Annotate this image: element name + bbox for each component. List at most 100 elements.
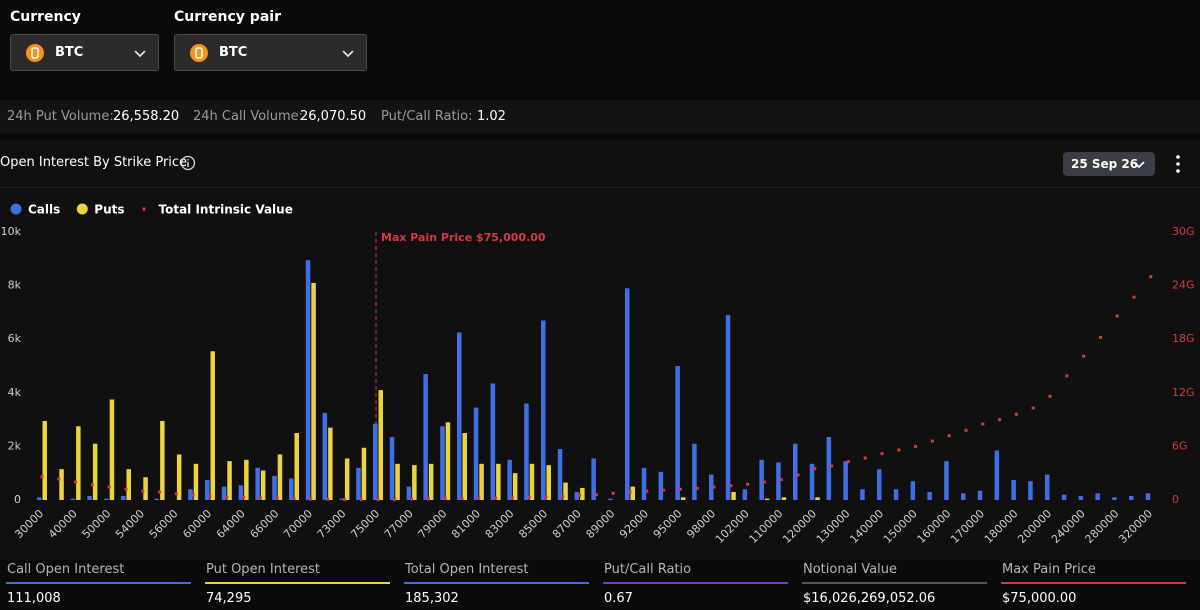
summary-value: 0.67	[604, 591, 633, 606]
currency-select[interactable]: BTC	[10, 34, 159, 71]
bar	[121, 495, 126, 500]
bar	[764, 498, 770, 500]
dot	[107, 485, 111, 489]
x-tick-label: 66000	[248, 507, 282, 541]
summary-label: Put/Call Ratio	[604, 562, 692, 577]
y2-tick-label: 30G	[1172, 225, 1195, 238]
bar	[742, 489, 748, 500]
bar	[361, 447, 367, 500]
bar	[176, 454, 182, 500]
x-tick-label: 120000	[780, 507, 819, 546]
dot	[813, 467, 817, 471]
dot	[796, 473, 800, 477]
bar	[1112, 497, 1117, 500]
currency-label: Currency	[10, 9, 81, 25]
bar	[160, 420, 165, 500]
legend-label: Calls	[28, 203, 60, 217]
underline	[6, 582, 191, 584]
dot	[1048, 394, 1052, 398]
dot	[544, 495, 548, 499]
bar	[776, 462, 781, 500]
y-tick-label: 2k	[8, 439, 22, 452]
pair-select[interactable]: BTC	[174, 34, 367, 71]
bar	[893, 489, 899, 500]
bar	[725, 315, 731, 500]
bar	[630, 486, 635, 500]
dot	[981, 422, 985, 426]
bar	[860, 489, 865, 500]
underline	[1001, 582, 1186, 584]
dot	[242, 495, 246, 499]
bar	[462, 433, 467, 500]
x-tick-label: 200000	[1015, 507, 1054, 546]
dot	[141, 489, 145, 493]
x-tick-label: 81000	[449, 507, 483, 541]
bar	[843, 461, 848, 500]
summary-label: Put Open Interest	[206, 562, 321, 577]
x-tick-label: 54000	[113, 507, 147, 541]
dot	[594, 493, 598, 497]
summary-value: 111,008	[7, 591, 61, 606]
bar	[512, 473, 518, 500]
legend-marker	[10, 203, 22, 215]
y2-tick-label: 0	[1172, 493, 1179, 506]
dot	[695, 486, 699, 490]
info-icon[interactable]	[180, 155, 196, 171]
bar	[709, 474, 714, 500]
dot	[1149, 275, 1153, 279]
pair-label: Currency pair	[174, 9, 281, 25]
bar	[395, 463, 400, 500]
legend-label: Puts	[94, 203, 124, 217]
bar	[188, 489, 193, 500]
x-tick-label: 70000	[281, 507, 315, 541]
dot	[191, 493, 195, 497]
x-tick-label: 150000	[881, 507, 920, 546]
x-tick-label: 170000	[948, 507, 987, 546]
bar	[557, 449, 563, 500]
currency-value: BTC	[55, 45, 84, 60]
x-tick-label: 30000	[12, 507, 46, 541]
bar	[59, 469, 64, 500]
bar	[244, 459, 249, 500]
summary-item: Put Open Interest 74,295	[205, 560, 391, 610]
stats-bar: 24h Put Volume: 26,558.20 24h Call Volum…	[0, 100, 1200, 133]
y-tick-label: 6k	[8, 332, 22, 345]
bar	[143, 477, 148, 500]
x-tick-label: 83000	[483, 507, 517, 541]
btc-icon	[190, 44, 208, 62]
bar	[42, 420, 47, 500]
bar	[221, 486, 227, 500]
x-tick-label: 92000	[617, 507, 651, 541]
dot	[662, 488, 666, 492]
bar	[406, 486, 412, 500]
dot	[561, 494, 565, 498]
dot	[712, 485, 716, 489]
bar	[389, 437, 395, 500]
x-tick-label: 180000	[982, 507, 1021, 546]
x-tick-label: 56000	[147, 507, 181, 541]
bar	[826, 437, 832, 500]
dot	[914, 444, 918, 448]
date-select[interactable]: 25 Sep 26	[1063, 152, 1155, 176]
y-tick-label: 0	[14, 493, 21, 506]
dot	[729, 484, 733, 488]
bar	[1061, 494, 1067, 500]
bar	[109, 399, 115, 500]
bar	[277, 454, 283, 500]
dot	[74, 480, 78, 484]
date-value: 25 Sep 26	[1071, 157, 1139, 171]
stat-value: 26,558.20	[113, 109, 180, 124]
bar	[524, 403, 529, 500]
more-menu[interactable]	[1174, 154, 1182, 174]
bar	[731, 491, 736, 500]
summary-label: Total Open Interest	[405, 562, 529, 577]
bar	[1095, 493, 1100, 500]
dot	[998, 418, 1002, 422]
bar	[154, 498, 160, 500]
bar	[591, 458, 596, 500]
dot	[863, 456, 867, 460]
x-tick-label: 102000	[713, 507, 752, 546]
bar	[344, 458, 350, 500]
x-tick-label: 89000	[584, 507, 618, 541]
dot	[678, 487, 682, 491]
